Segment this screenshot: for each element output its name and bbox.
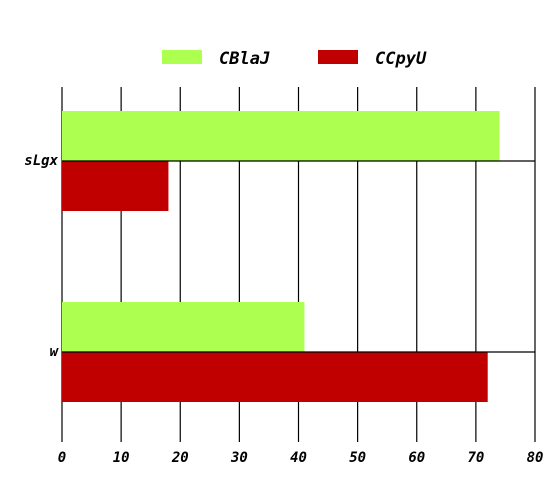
legend-label: CBlaJ [219,49,270,69]
category-label: w [50,344,60,360]
category-labels: sLgx w [24,153,59,360]
legend-swatch-CCpyU [318,50,358,64]
legend-swatch-CBlaJ [162,50,202,64]
bars [62,111,500,402]
bar-CCpyU-sLgx [62,161,169,211]
bar-CCpyU-w [62,352,488,402]
x-tick-label: 40 [290,450,307,466]
category-label: sLgx [24,153,58,169]
x-tick-label: 80 [527,450,544,466]
x-tick-label: 10 [113,450,130,466]
x-tick-label: 60 [408,450,425,466]
x-tick-label: 0 [58,450,66,466]
x-tick-label: 70 [467,450,484,466]
x-tick-label: 30 [230,450,248,466]
bar-CBlaJ-w [62,302,305,352]
x-tick-label: 50 [349,450,366,466]
x-tick-label: 20 [171,450,189,466]
x-axis-tick-labels: 0 10 20 30 40 50 60 70 80 [58,450,544,466]
legend: CBlaJ CCpyU [162,49,427,69]
legend-label: CCpyU [375,49,427,69]
category-tick-marks [62,160,535,353]
bar-CBlaJ-sLgx [62,111,500,161]
